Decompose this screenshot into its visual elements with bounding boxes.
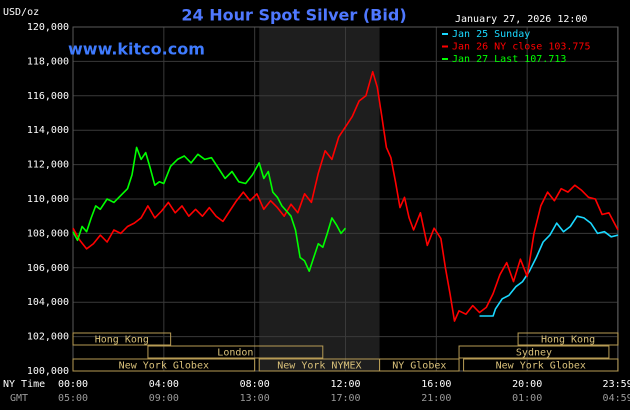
x2-tick-label: 04:59 bbox=[603, 393, 630, 404]
session-box bbox=[463, 358, 619, 372]
x2-tick-label: 17:00 bbox=[330, 393, 360, 404]
x2-axis-label: GMT bbox=[10, 393, 28, 404]
session-box bbox=[72, 332, 172, 346]
x-tick-label: 00:00 bbox=[58, 379, 88, 390]
x-tick-label: 08:00 bbox=[240, 379, 270, 390]
timestamp: January 27, 2026 12:00 bbox=[455, 14, 587, 25]
x-tick-label: 12:00 bbox=[330, 379, 360, 390]
y-tick-label: 116,000 bbox=[27, 91, 69, 102]
x-tick-label: 23:59 bbox=[603, 379, 630, 390]
legend-label: Jan 26 NY close 103.775 bbox=[452, 42, 590, 53]
series-line bbox=[479, 215, 619, 317]
series-line bbox=[72, 70, 619, 322]
y-tick-label: 112,000 bbox=[27, 160, 69, 171]
y-tick-label: 114,000 bbox=[27, 125, 69, 136]
y-tick-label: 106,000 bbox=[27, 263, 69, 274]
session-box bbox=[379, 358, 460, 372]
session-label: London bbox=[217, 348, 253, 359]
x2-tick-label: 21:00 bbox=[421, 393, 451, 404]
session-label: New York Globex bbox=[119, 361, 209, 372]
x2-tick-label: 01:00 bbox=[512, 393, 542, 404]
x-axis-label: NY Time bbox=[3, 379, 45, 390]
session-label: Sydney bbox=[516, 348, 552, 359]
series-line bbox=[72, 146, 347, 272]
x2-tick-label: 05:00 bbox=[58, 393, 88, 404]
legend-label: Jan 27 Last 107.713 bbox=[452, 54, 566, 65]
y-tick-label: 110,000 bbox=[27, 194, 69, 205]
session-label: New York NYMEX bbox=[277, 361, 361, 372]
session-label: Hong Kong bbox=[95, 335, 149, 346]
y-tick-label: 102,000 bbox=[27, 332, 69, 343]
y-tick-label: 120,000 bbox=[27, 22, 69, 33]
x2-tick-label: 13:00 bbox=[240, 393, 270, 404]
y-tick-label: 100,000 bbox=[27, 366, 69, 377]
session-box bbox=[147, 345, 324, 359]
session-box bbox=[458, 345, 610, 359]
y-unit: USD/oz bbox=[3, 7, 39, 18]
x-tick-label: 04:00 bbox=[149, 379, 179, 390]
session-label: Hong Kong bbox=[541, 335, 595, 346]
session-label: New York Globex bbox=[496, 361, 586, 372]
session-box bbox=[72, 358, 256, 372]
x2-tick-label: 09:00 bbox=[149, 393, 179, 404]
x-tick-label: 20:00 bbox=[512, 379, 542, 390]
y-tick-label: 104,000 bbox=[27, 297, 69, 308]
y-tick-label: 108,000 bbox=[27, 228, 69, 239]
y-tick-label: 118,000 bbox=[27, 56, 69, 67]
x-tick-label: 16:00 bbox=[421, 379, 451, 390]
session-label: NY Globex bbox=[392, 361, 446, 372]
source-label: www.kitco.com bbox=[68, 40, 205, 59]
legend-label: Jan 25 Sunday bbox=[452, 29, 530, 40]
session-box bbox=[517, 332, 619, 346]
chart-title: 24 Hour Spot Silver (Bid) bbox=[181, 6, 406, 25]
